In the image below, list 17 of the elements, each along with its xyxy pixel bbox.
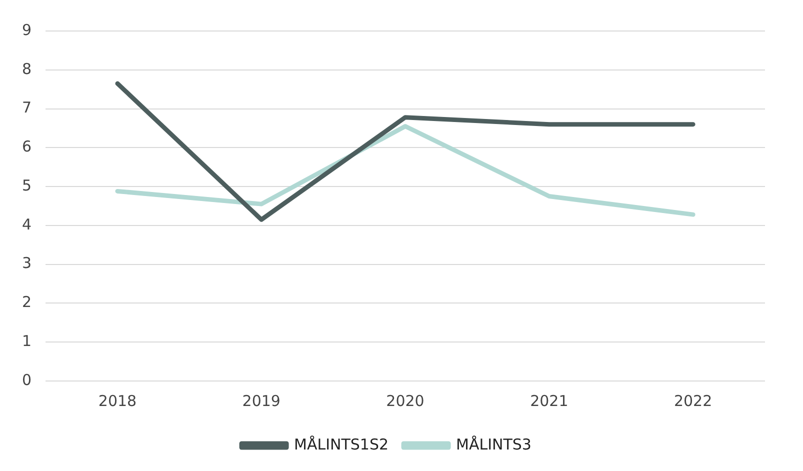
legend-label: MÅLINTS1S2 <box>294 435 389 454</box>
y-tick-label: 7 <box>22 98 32 117</box>
legend-label: MÅLINTS3 <box>456 435 532 454</box>
y-tick-label: 3 <box>22 254 32 272</box>
y-tick-label: 2 <box>22 293 32 312</box>
y-tick-label: 0 <box>22 370 32 389</box>
y-tick-label: 4 <box>22 215 32 234</box>
y-tick-label: 9 <box>22 20 32 39</box>
x-tick-label: 2022 <box>674 392 712 410</box>
x-tick-label: 2019 <box>242 392 280 410</box>
y-tick-label: 1 <box>22 332 32 350</box>
y-tick-label: 5 <box>22 176 32 194</box>
x-tick-label: 2021 <box>530 392 568 410</box>
x-tick-label: 2018 <box>98 392 137 410</box>
y-tick-label: 8 <box>22 60 32 78</box>
x-tick-label: 2020 <box>386 392 424 410</box>
y-tick-label: 6 <box>22 138 32 156</box>
